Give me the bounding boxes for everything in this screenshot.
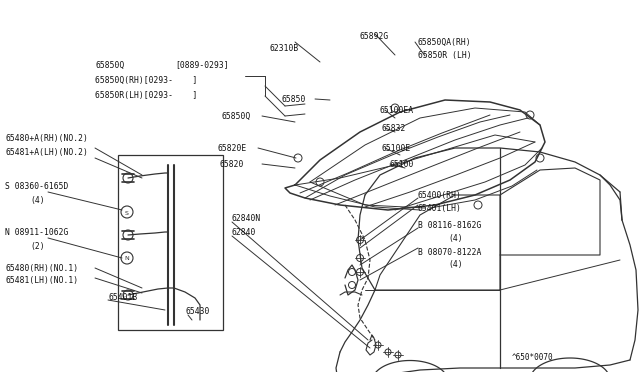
Text: 65850R (LH): 65850R (LH): [418, 51, 472, 60]
Text: ^650*0070: ^650*0070: [512, 353, 554, 362]
Text: (4): (4): [448, 234, 463, 243]
Text: 65100: 65100: [390, 160, 414, 169]
Text: (4): (4): [448, 260, 463, 269]
Text: 62840: 62840: [232, 228, 257, 237]
Text: 65100E: 65100E: [382, 144, 412, 153]
Text: 65480+A(RH)(NO.2): 65480+A(RH)(NO.2): [5, 134, 88, 142]
Text: 65430: 65430: [185, 308, 209, 317]
Text: (2): (2): [30, 241, 45, 250]
Text: [0889-0293]: [0889-0293]: [175, 61, 228, 70]
Text: 65820E: 65820E: [218, 144, 247, 153]
Text: N 08911-1062G: N 08911-1062G: [5, 228, 68, 237]
Text: B 08116-8162G: B 08116-8162G: [418, 221, 481, 230]
Text: B 08070-8122A: B 08070-8122A: [418, 247, 481, 257]
Text: 65850R(LH)[0293-    ]: 65850R(LH)[0293- ]: [95, 90, 197, 99]
Text: 65401(LH): 65401(LH): [418, 203, 462, 212]
Text: 65401B: 65401B: [108, 294, 137, 302]
Text: 65400(RH): 65400(RH): [418, 190, 462, 199]
Text: N: N: [125, 257, 129, 262]
Text: 65100EA: 65100EA: [380, 106, 414, 115]
Text: 65481(LH)(NO.1): 65481(LH)(NO.1): [5, 276, 78, 285]
Text: 65832: 65832: [382, 124, 406, 132]
Text: 65850: 65850: [282, 94, 307, 103]
Text: S: S: [125, 211, 129, 215]
Text: 65850QA(RH): 65850QA(RH): [418, 38, 472, 46]
Text: 65481+A(LH)(NO.2): 65481+A(LH)(NO.2): [5, 148, 88, 157]
Text: 62840N: 62840N: [232, 214, 261, 222]
Text: 65850Q(RH)[0293-    ]: 65850Q(RH)[0293- ]: [95, 76, 197, 84]
Text: 65850Q: 65850Q: [222, 112, 252, 121]
Text: (4): (4): [30, 196, 45, 205]
Text: S 08360-6165D: S 08360-6165D: [5, 182, 68, 190]
Text: 65820: 65820: [220, 160, 244, 169]
Text: 65480(RH)(NO.1): 65480(RH)(NO.1): [5, 263, 78, 273]
Text: 65850Q: 65850Q: [95, 61, 124, 70]
Text: 65892G: 65892G: [360, 32, 389, 41]
Text: 62310B: 62310B: [270, 44, 300, 52]
